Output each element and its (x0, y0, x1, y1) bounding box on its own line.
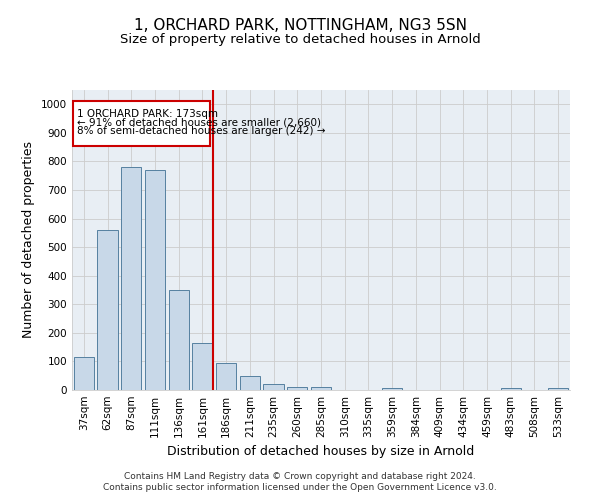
Text: 8% of semi-detached houses are larger (242) →: 8% of semi-detached houses are larger (2… (77, 126, 325, 136)
Bar (169, 290, 189, 390)
Bar (382, 388, 402, 390)
Text: 1 ORCHARD PARK: 173sqm: 1 ORCHARD PARK: 173sqm (77, 108, 218, 118)
Bar (74, 357, 94, 390)
FancyBboxPatch shape (73, 102, 209, 146)
X-axis label: Distribution of detached houses by size in Arnold: Distribution of detached houses by size … (167, 446, 475, 458)
Bar (121, 167, 142, 390)
Bar (500, 388, 521, 390)
Bar (263, 384, 284, 390)
Bar (287, 386, 307, 390)
Bar (548, 388, 568, 390)
Bar (145, 170, 165, 390)
Bar (311, 387, 331, 390)
Y-axis label: Number of detached properties: Number of detached properties (22, 142, 35, 338)
Text: ← 91% of detached houses are smaller (2,660): ← 91% of detached houses are smaller (2,… (77, 117, 321, 127)
Text: Size of property relative to detached houses in Arnold: Size of property relative to detached ho… (119, 32, 481, 46)
Text: Contains public sector information licensed under the Open Government Licence v3: Contains public sector information licen… (103, 484, 497, 492)
Bar (193, 343, 212, 390)
Bar (216, 363, 236, 390)
Text: Contains HM Land Registry data © Crown copyright and database right 2024.: Contains HM Land Registry data © Crown c… (124, 472, 476, 481)
Bar (240, 376, 260, 390)
Text: 1, ORCHARD PARK, NOTTINGHAM, NG3 5SN: 1, ORCHARD PARK, NOTTINGHAM, NG3 5SN (133, 18, 467, 32)
Bar (97, 230, 118, 390)
